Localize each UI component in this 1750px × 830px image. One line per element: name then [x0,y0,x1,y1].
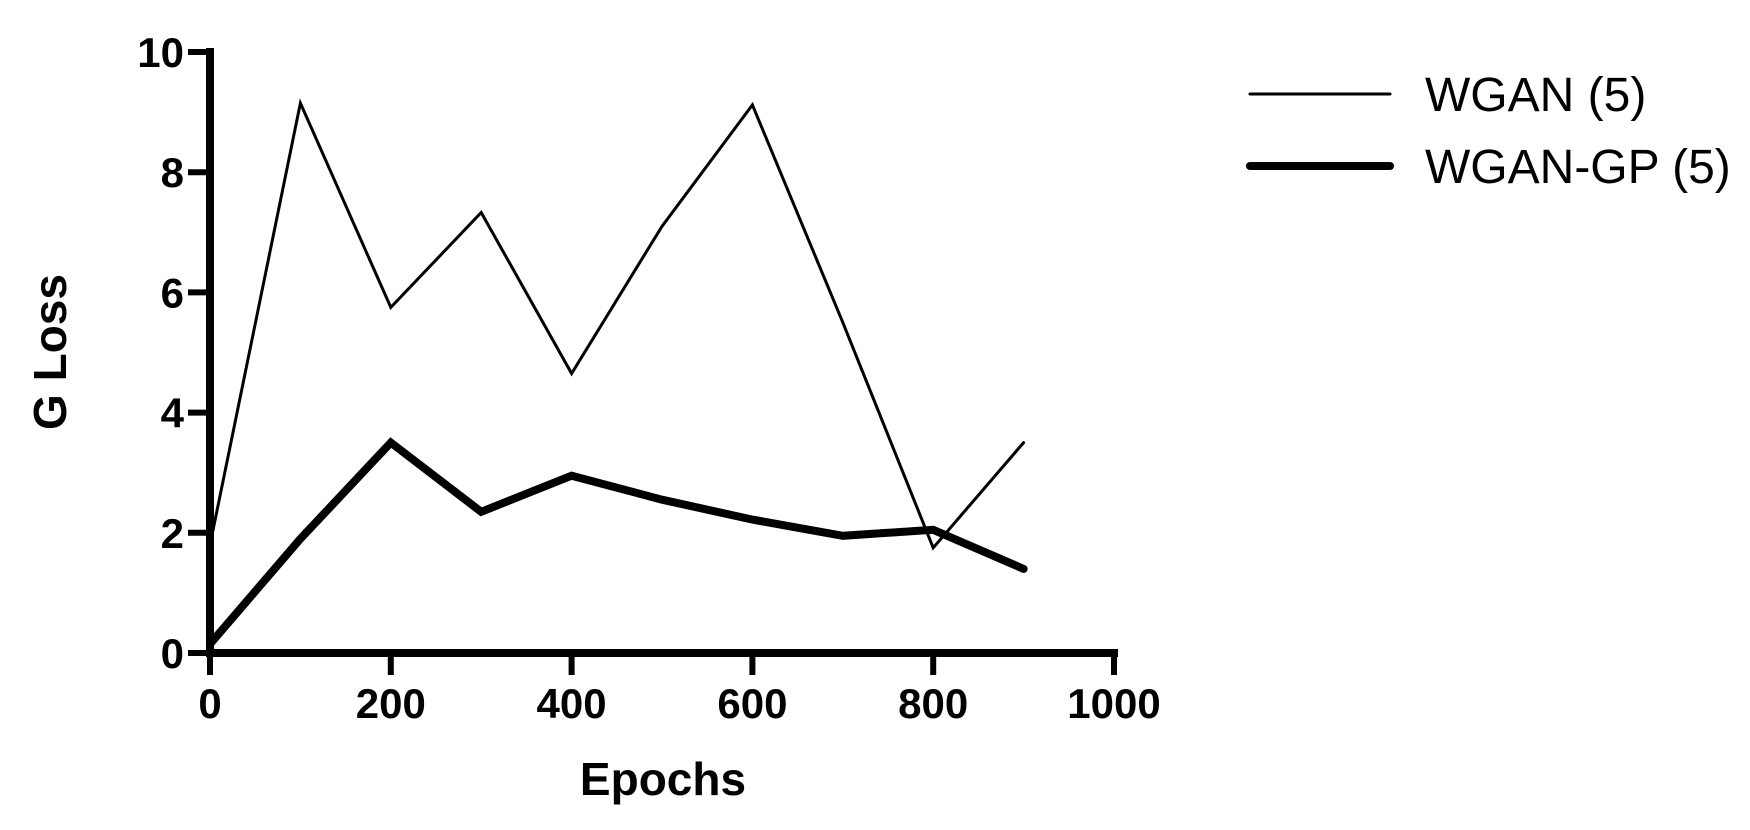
x-tick-label: 800 [898,680,968,727]
y-tick-label: 4 [161,390,185,437]
x-tick-label: 1000 [1067,680,1160,727]
x-tick-label: 400 [537,680,607,727]
legend-label-1: WGAN (5) [1425,69,1646,122]
plot-area [206,98,1028,648]
y-tick-label: 6 [161,269,184,316]
legend: WGAN (5) WGAN-GP (5) [1246,69,1731,194]
series-line-2 [206,437,1028,648]
axes [206,48,1118,657]
x-tick-label: 0 [198,680,221,727]
x-axis-title: Epochs [580,753,746,805]
x-tick-label: 600 [717,680,787,727]
y-tick-label: 8 [161,149,184,196]
y-axis-title: G Loss [24,274,76,430]
x-tick-label: 200 [356,680,426,727]
y-tick-label: 0 [161,630,184,677]
series-line-1 [208,98,1026,551]
axis-ticks: 0 2 4 6 8 10 0 200 400 600 800 1000 [137,29,1160,727]
y-tick-label: 10 [137,29,184,76]
y-tick-label: 2 [161,510,184,557]
legend-label-2: WGAN-GP (5) [1425,141,1731,194]
